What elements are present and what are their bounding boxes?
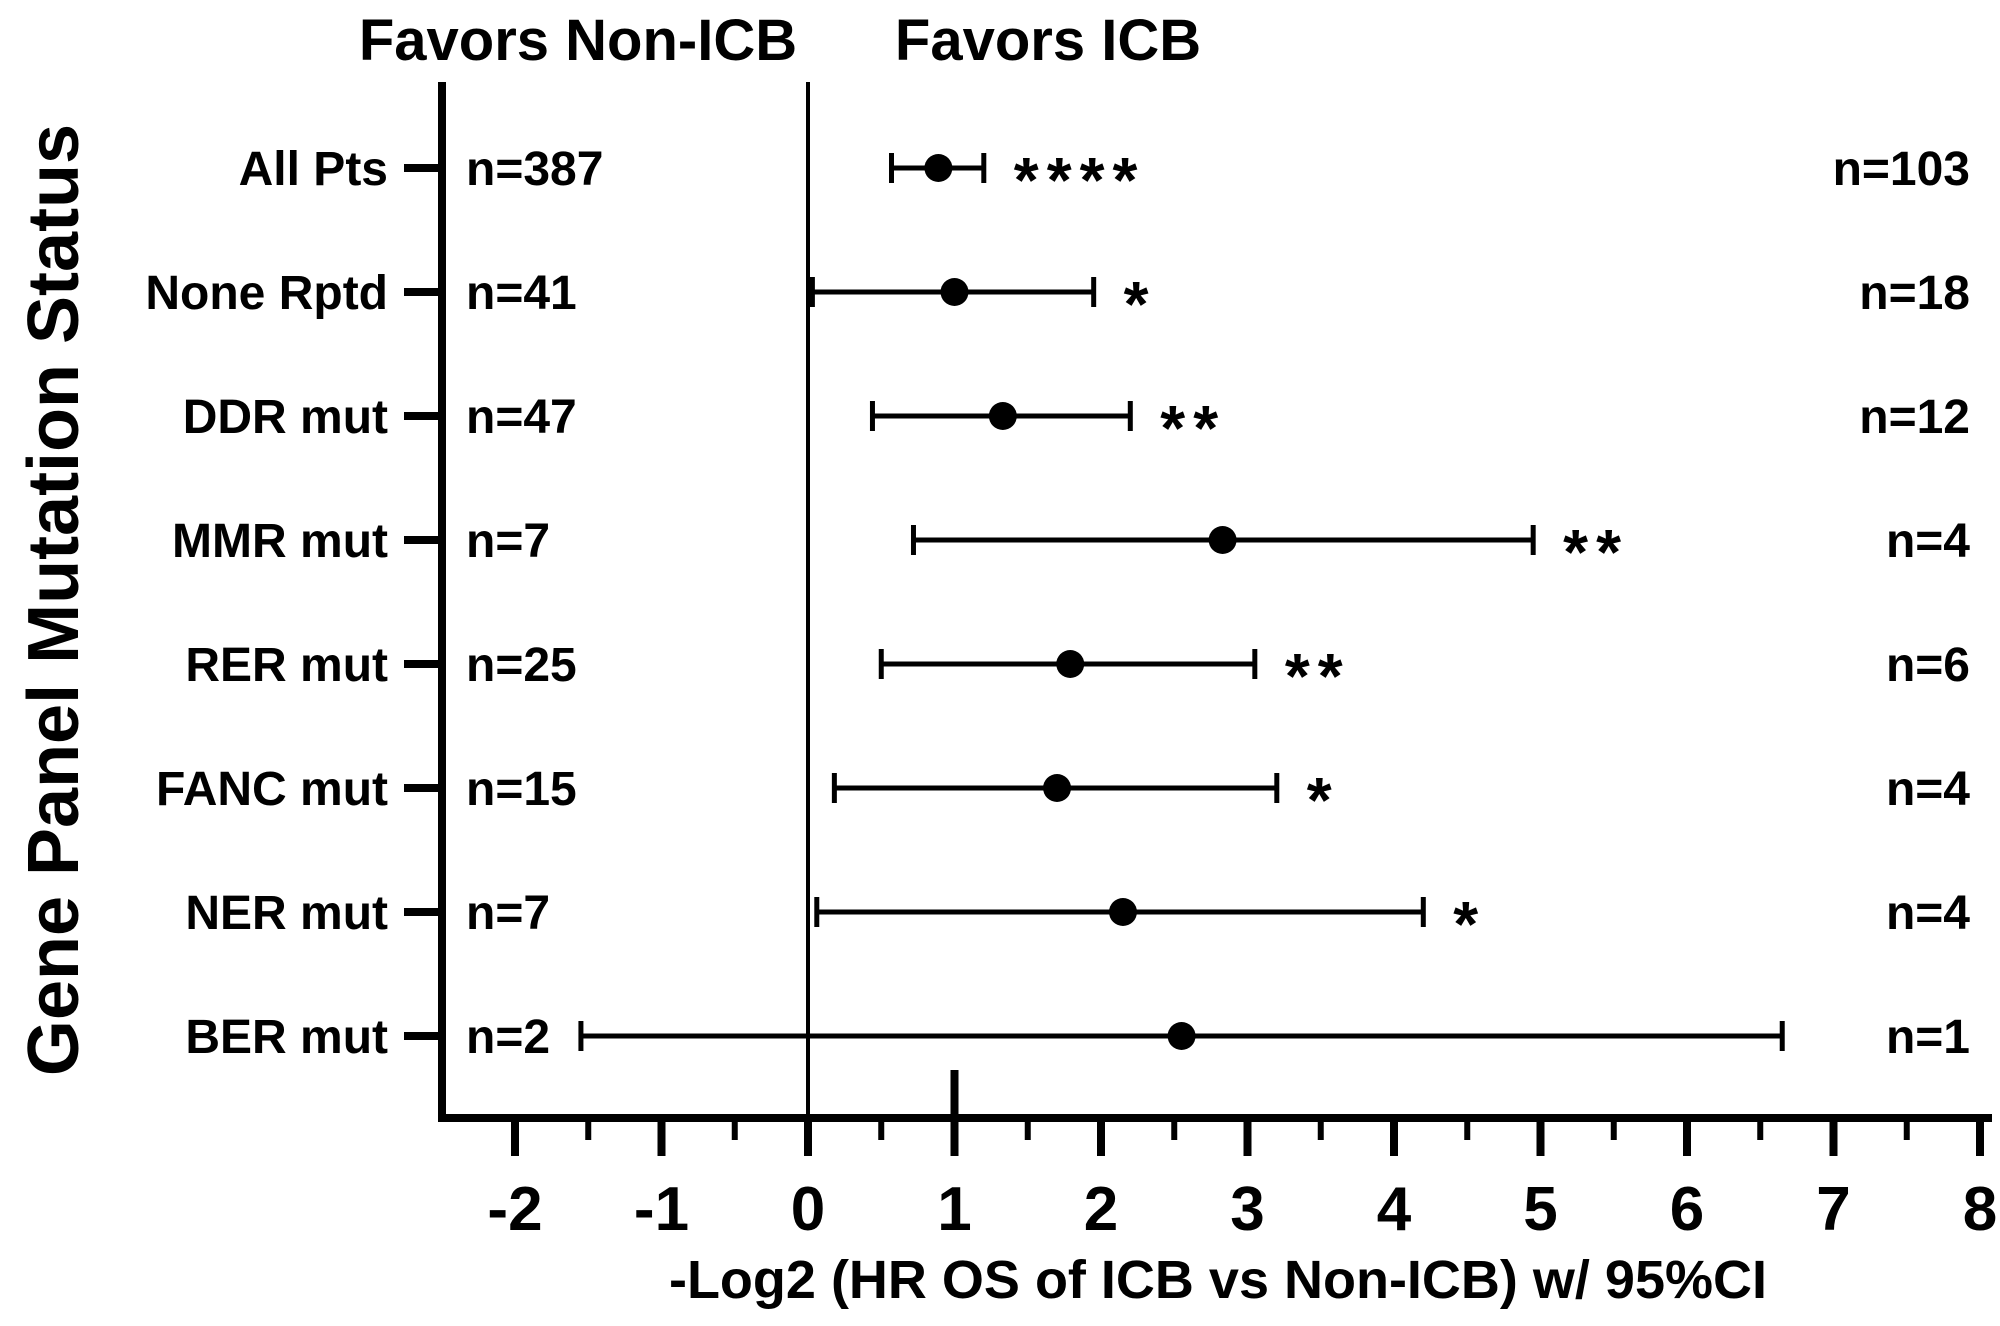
point-estimate <box>1208 526 1237 554</box>
row-label: NER mut <box>185 887 388 940</box>
x-tick-label: 4 <box>1377 1175 1412 1244</box>
x-tick-label: 0 <box>791 1175 825 1244</box>
forest-row: All Pts **** n=387 n=103 <box>239 143 1970 216</box>
forest-row: None Rptd * n=41 n=18 <box>145 267 1970 340</box>
n-non-icb-label: n=15 <box>466 763 577 816</box>
point-estimate <box>924 154 953 182</box>
header-favors-non-icb: Favors Non-ICB <box>359 8 797 73</box>
row-label: DDR mut <box>183 391 388 444</box>
row-label: BER mut <box>185 1011 388 1064</box>
row-label: RER mut <box>185 639 388 692</box>
x-axis-title: -Log2 (HR OS of ICB vs Non-ICB) w/ 95%CI <box>669 1250 1767 1310</box>
row-label: All Pts <box>239 143 388 196</box>
x-tick-label: -1 <box>634 1175 689 1244</box>
point-estimate <box>1108 898 1137 926</box>
n-icb-label: n=12 <box>1859 391 1970 444</box>
x-tick-label: -2 <box>487 1175 542 1244</box>
header-favors-icb: Favors ICB <box>895 8 1201 73</box>
n-non-icb-label: n=7 <box>466 515 550 568</box>
n-icb-label: n=4 <box>1886 515 1970 568</box>
n-icb-label: n=18 <box>1859 267 1970 320</box>
n-non-icb-label: n=47 <box>466 391 577 444</box>
forest-row: RER mut ** n=25 n=6 <box>185 639 1970 712</box>
n-non-icb-label: n=7 <box>466 887 550 940</box>
n-icb-label: n=4 <box>1886 887 1970 940</box>
forest-row: DDR mut ** n=47 n=12 <box>183 391 1970 464</box>
x-tick-label: 2 <box>1084 1175 1118 1244</box>
significance-label: ** <box>1285 640 1351 712</box>
x-tick-label: 1 <box>937 1175 971 1244</box>
n-icb-label: n=6 <box>1886 639 1970 692</box>
n-non-icb-label: n=387 <box>466 143 603 196</box>
forest-row: BER mut n=2 n=1 <box>185 1011 1970 1064</box>
n-icb-label: n=1 <box>1886 1011 1970 1064</box>
significance-label: * <box>1453 888 1486 960</box>
forest-row: MMR mut ** n=7 n=4 <box>172 515 1970 588</box>
forest-row: NER mut * n=7 n=4 <box>185 887 1970 960</box>
point-estimate <box>1056 650 1085 678</box>
n-non-icb-label: n=41 <box>466 267 577 320</box>
n-icb-label: n=103 <box>1833 143 1970 196</box>
x-tick-label: 7 <box>1816 1175 1850 1244</box>
row-label: FANC mut <box>156 763 388 816</box>
x-tick-label: 3 <box>1230 1175 1264 1244</box>
row-label: None Rptd <box>145 267 388 320</box>
x-tick-label: 8 <box>1963 1175 1997 1244</box>
significance-label: ** <box>1160 392 1226 464</box>
y-axis-title: Gene Panel Mutation Status <box>14 124 94 1076</box>
row-label: MMR mut <box>172 515 388 568</box>
n-icb-label: n=4 <box>1886 763 1970 816</box>
n-non-icb-label: n=2 <box>466 1011 550 1064</box>
significance-label: ** <box>1563 516 1629 588</box>
point-estimate <box>988 402 1017 430</box>
point-estimate <box>1167 1022 1196 1050</box>
point-estimate <box>1043 774 1072 802</box>
x-tick-label: 6 <box>1670 1175 1704 1244</box>
x-tick-label: 5 <box>1523 1175 1557 1244</box>
point-estimate <box>940 278 969 306</box>
significance-label: * <box>1124 268 1157 340</box>
forest-row: FANC mut * n=15 n=4 <box>156 763 1970 836</box>
significance-label: * <box>1307 764 1340 836</box>
n-non-icb-label: n=25 <box>466 639 577 692</box>
significance-label: **** <box>1014 144 1146 216</box>
